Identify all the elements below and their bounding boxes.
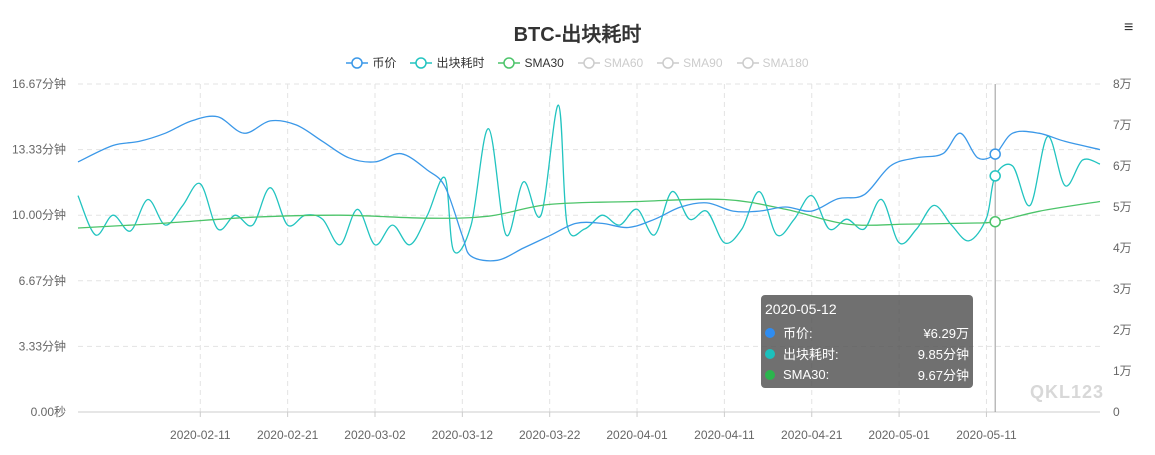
marker-price: [989, 148, 1001, 160]
legend-item-block-time[interactable]: 出块耗时: [410, 54, 484, 71]
x-tick-label: 2020-03-22: [519, 428, 581, 442]
legend-item-sma60[interactable]: SMA60: [577, 54, 644, 71]
tooltip-value-block-time: 9.85分钟: [917, 347, 969, 362]
series-line-block-time: [77, 104, 1101, 254]
legend-label-block-time: 出块耗时: [436, 56, 485, 70]
x-tick-label: 2020-04-21: [781, 428, 843, 442]
tooltip: 2020-05-12 币价: ¥6.29万 出块耗时: 9.85分钟 SMA30…: [761, 295, 973, 388]
legend-item-sma90[interactable]: SMA90: [657, 54, 723, 71]
y-right-tick-label: 1万: [1113, 364, 1132, 378]
y-left-tick-label: 0.00秒: [31, 405, 66, 419]
y-right-tick-label: 3万: [1113, 282, 1132, 296]
tooltip-dot-block-time: [765, 348, 775, 359]
x-tick-label: 2020-04-11: [694, 428, 755, 442]
x-tick-label: 2020-02-11: [170, 428, 231, 442]
x-tick-label: 2020-05-11: [956, 428, 1017, 442]
marker-block-time: [989, 170, 1001, 182]
tooltip-name-price: 币价:: [783, 326, 813, 341]
y-left-tick-label: 6.67分钟: [19, 273, 66, 288]
y-right-tick-label: 8万: [1113, 77, 1132, 91]
legend-label-sma90: SMA90: [683, 55, 723, 70]
tooltip-row-sma30: SMA30: 9.67分钟: [765, 364, 969, 385]
y-left-tick-label: 3.33分钟: [19, 338, 66, 353]
y-left-tick-label: 10.00分钟: [12, 207, 66, 222]
legend-label-sma30: SMA30: [524, 55, 564, 70]
y-right-tick-label: 4万: [1113, 241, 1132, 255]
tooltip-value-sma30: 9.67分钟: [917, 368, 969, 383]
legend: 币价 出块耗时 SMA30 SMA60 SMA90 SMA180: [0, 54, 1155, 71]
axis-layer: 0.00秒 3.33分钟 6.67分钟 10.00分钟 13.33分钟 16.67分钟 0 1…: [12, 76, 1132, 442]
y-right-tick-label: 5万: [1113, 200, 1132, 214]
legend-sma30-symbol: [498, 56, 521, 69]
legend-sma60-symbol: [577, 56, 600, 69]
tooltip-date: 2020-05-12: [765, 301, 837, 317]
series-line-sma30: [77, 198, 1101, 229]
legend-label-sma180: SMA180: [762, 55, 809, 70]
menu-icon[interactable]: ≡: [1124, 19, 1134, 36]
x-tick-label: 2020-03-12: [432, 428, 494, 442]
series-layer: [77, 104, 1101, 262]
y-left-tick-label: 13.33分钟: [12, 142, 66, 157]
tooltip-value-price: ¥6.29万: [923, 326, 969, 341]
legend-block-time-symbol: [410, 56, 433, 69]
tooltip-dot-price: [765, 327, 775, 338]
y-right-tick-label: 6万: [1113, 159, 1132, 173]
x-tick-label: 2020-04-01: [606, 428, 668, 442]
tooltip-dot-sma30: [765, 369, 775, 380]
tooltip-name-block-time: 出块耗时:: [783, 347, 839, 362]
y-right-tick-label: 0: [1113, 405, 1120, 419]
x-tick-label: 2020-05-01: [868, 428, 930, 442]
legend-label-price: 币价: [372, 56, 397, 70]
chart-title: BTC-出块耗时: [513, 24, 642, 46]
watermark-logo: QKL123: [1030, 382, 1105, 402]
marker-layer: [989, 84, 1001, 412]
x-tick-label: 2020-02-21: [257, 428, 319, 442]
legend-price-symbol: [346, 56, 369, 69]
y-left-tick-label: 16.67分钟: [12, 76, 66, 91]
tooltip-row-price: 币价: ¥6.29万: [765, 322, 969, 343]
legend-sma90-symbol: [657, 56, 680, 69]
tooltip-name-sma30: SMA30:: [783, 367, 830, 382]
tooltip-row-block-time: 出块耗时: 9.85分钟: [765, 343, 969, 364]
legend-item-sma180[interactable]: SMA180: [736, 54, 809, 71]
x-tick-label: 2020-03-02: [344, 428, 406, 442]
legend-sma180-symbol: [736, 56, 759, 69]
y-right-tick-label: 7万: [1113, 118, 1132, 132]
legend-item-price[interactable]: 币价: [346, 54, 396, 71]
marker-sma30: [989, 215, 1001, 228]
legend-label-sma60: SMA60: [603, 55, 644, 70]
legend-item-sma30[interactable]: SMA30: [498, 54, 564, 71]
series-line-price: [77, 115, 1101, 262]
y-right-tick-label: 2万: [1113, 323, 1132, 337]
